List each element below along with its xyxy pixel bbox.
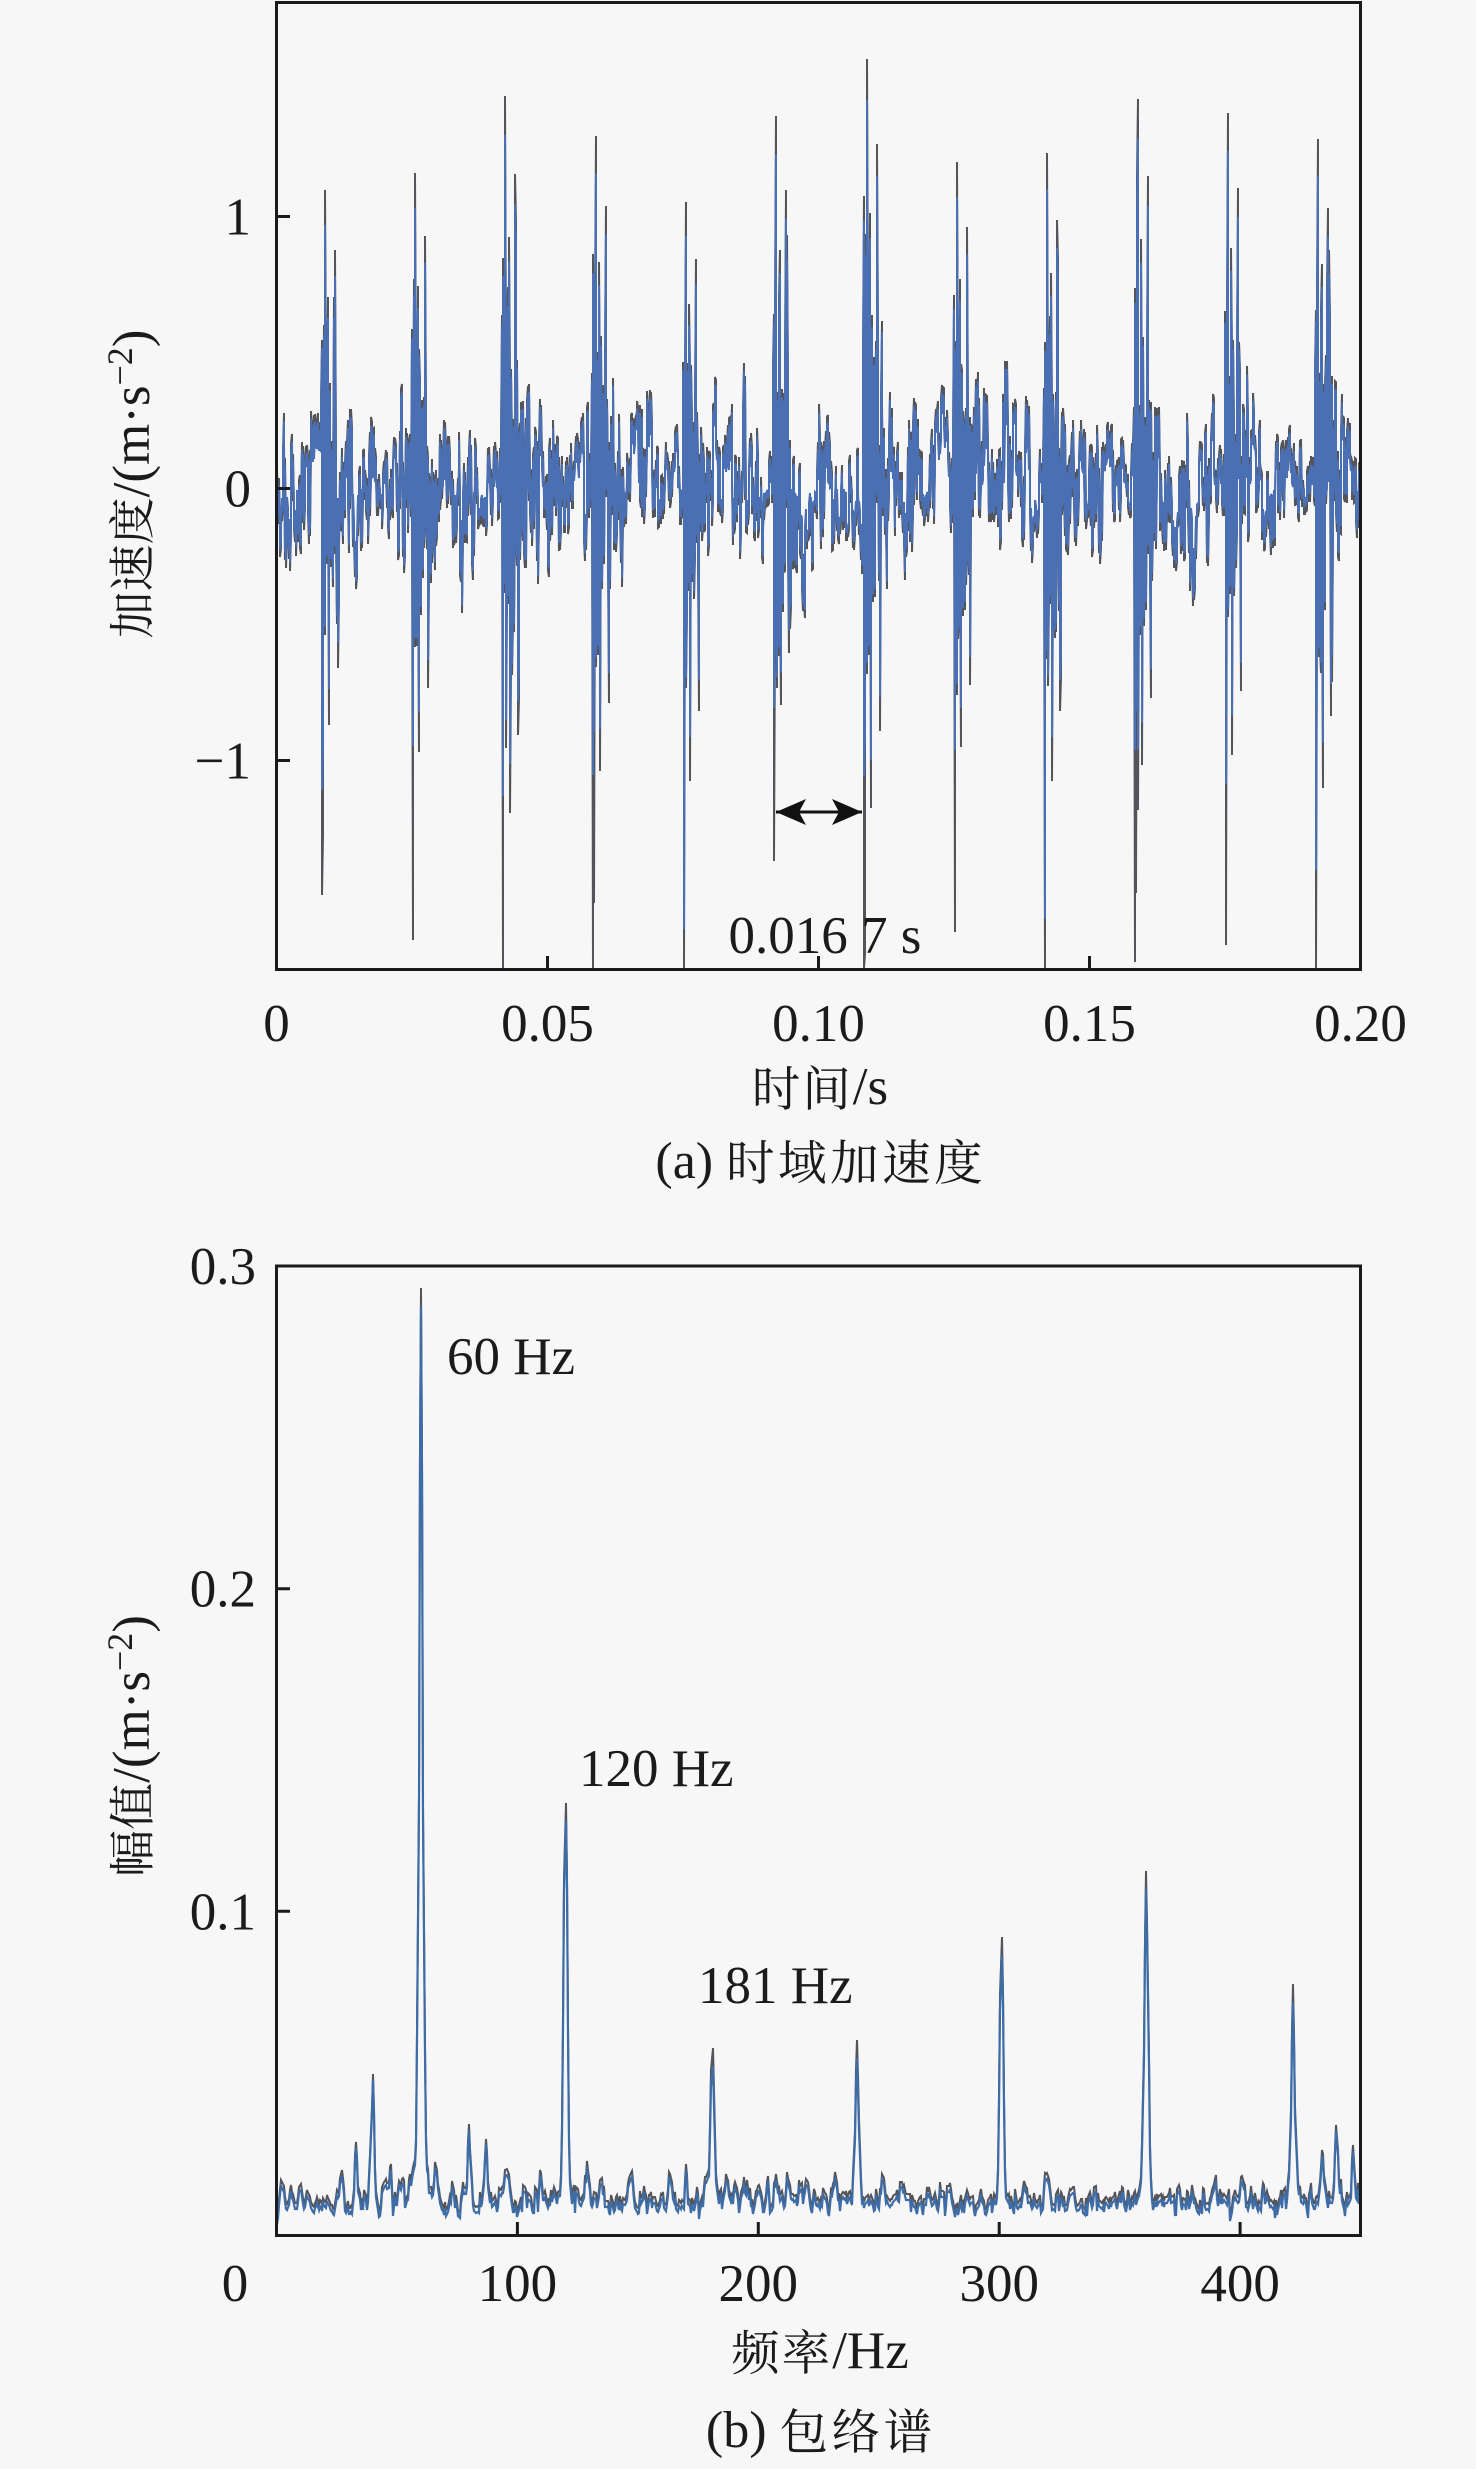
svg-text:0.20: 0.20 [1314,995,1407,1053]
svg-text:0.05: 0.05 [501,995,594,1053]
svg-text:100: 100 [478,2255,558,2313]
svg-text:0: 0 [222,2255,249,2313]
svg-text:0.1: 0.1 [190,1883,256,1941]
svg-text:0.2: 0.2 [190,1561,256,1619]
svg-text:60 Hz: 60 Hz [447,1328,575,1386]
svg-text:0: 0 [225,461,252,519]
svg-text:−1: −1 [195,733,251,791]
svg-text:0.016 7 s: 0.016 7 s [729,907,922,965]
svg-text:400: 400 [1200,2255,1280,2313]
svg-text:300: 300 [959,2255,1039,2313]
svg-text:/s: /s [853,1058,888,1116]
svg-text:0.10: 0.10 [772,995,865,1053]
svg-text:0: 0 [263,995,290,1053]
svg-text:1: 1 [225,189,252,247]
svg-text:/Hz: /Hz [832,2322,909,2380]
svg-text:0.3: 0.3 [190,1238,256,1296]
svg-text:(a): (a) [655,1133,726,1190]
svg-text:120 Hz: 120 Hz [579,1740,734,1798]
svg-text:0.15: 0.15 [1043,995,1136,1053]
svg-text:200: 200 [719,2255,799,2313]
svg-text:181 Hz: 181 Hz [698,1957,853,2015]
svg-text:(b): (b) [706,2402,780,2459]
